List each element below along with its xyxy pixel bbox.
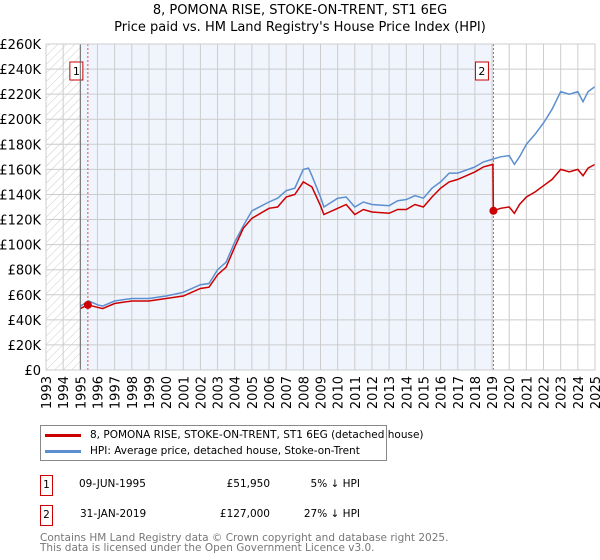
x-tick-label: 2004: [229, 376, 244, 409]
transaction-hpi-diff: 5% ↓ HPI: [310, 478, 360, 490]
attribution-line-1: Contains HM Land Registry data © Crown c…: [40, 532, 449, 544]
sale-point: [489, 206, 498, 215]
transaction-hpi-diff: 27% ↓ HPI: [303, 508, 360, 520]
x-tick-label: 1997: [109, 376, 124, 409]
x-tick-label: 1996: [91, 376, 106, 409]
attribution: Contains HM Land Registry data © Crown c…: [40, 532, 449, 554]
x-tick-label: 2011: [349, 376, 364, 409]
sale-label-box: [474, 61, 489, 81]
legend-swatch-property: [45, 433, 81, 437]
x-tick-label: 1995: [74, 376, 89, 409]
x-tick-label: 2005: [246, 376, 261, 409]
x-tick-label: 2007: [280, 376, 295, 409]
x-tick-label: 2014: [400, 376, 415, 409]
x-tick-label: 2025: [589, 376, 600, 409]
legend-item-property: 8, POMONA RISE, STOKE-ON-TRENT, ST1 6EG …: [41, 429, 424, 441]
transaction-badge: 2: [40, 505, 53, 526]
x-tick-label: 2018: [469, 376, 484, 409]
x-tick-label: 2008: [297, 376, 312, 409]
y-tick-label: £40K: [8, 314, 42, 329]
attribution-line-2: This data is licensed under the Open Gov…: [40, 542, 375, 554]
y-tick-label: £120K: [0, 214, 41, 229]
chart-legend: 8, POMONA RISE, STOKE-ON-TRENT, ST1 6EG …: [40, 425, 424, 461]
legend-label-property: 8, POMONA RISE, STOKE-ON-TRENT, ST1 6EG …: [90, 429, 424, 441]
x-tick-label: 2021: [520, 376, 535, 409]
sale-label-box: [69, 61, 84, 81]
sale-label: 1: [73, 65, 80, 78]
x-tick-label: 1993: [40, 376, 55, 409]
y-tick-label: £80K: [8, 264, 42, 279]
x-tick-label: 2001: [177, 376, 192, 409]
y-tick-label: £200K: [0, 113, 41, 128]
legend-label-hpi: HPI: Average price, detached house, Stok…: [90, 445, 360, 457]
transaction-price: £51,950: [226, 478, 270, 490]
x-tick-label: 2000: [160, 376, 175, 409]
transaction-row: 1 09-JUN-1995 £51,950 5% ↓ HPI: [40, 475, 360, 496]
sale-point: [83, 300, 92, 309]
transaction-row: 2 31-JAN-2019 £127,000 27% ↓ HPI: [40, 505, 360, 526]
y-tick-label: £180K: [0, 138, 41, 153]
plot-frame: [45, 43, 596, 371]
y-tick-label: £100K: [0, 239, 41, 254]
legend-swatch-hpi: [45, 449, 81, 453]
x-tick-label: 2022: [538, 376, 553, 409]
chart-subtitle: Price paid vs. HM Land Registry's House …: [114, 20, 486, 35]
y-tick-label: £160K: [0, 163, 41, 178]
y-tick-label: £220K: [0, 88, 41, 103]
property-price-line: [79, 163, 596, 310]
x-tick-label: 2002: [194, 376, 209, 409]
y-tick-label: £140K: [0, 188, 41, 203]
price-chart: 8, POMONA RISE, STOKE-ON-TRENT, ST1 6EG …: [0, 3, 600, 409]
x-tick-label: 2016: [435, 376, 450, 409]
x-tick-label: 2019: [486, 376, 501, 409]
x-tick-label: 2006: [263, 376, 278, 409]
chart-title: 8, POMONA RISE, STOKE-ON-TRENT, ST1 6EG: [153, 3, 447, 18]
x-tick-label: 2023: [555, 376, 570, 409]
x-tick-label: 2009: [315, 376, 330, 409]
x-tick-label: 2003: [212, 376, 227, 409]
x-tick-label: 2013: [383, 376, 398, 409]
ownership-shade: [80, 44, 494, 370]
y-tick-label: £260K: [0, 38, 41, 53]
y-tick-label: £240K: [0, 63, 41, 78]
legend-item-hpi: HPI: Average price, detached house, Stok…: [41, 445, 360, 457]
x-tick-label: 2020: [503, 376, 518, 409]
x-tick-label: 2012: [366, 376, 381, 409]
x-tick-label: 1998: [126, 376, 141, 409]
x-tick-label: 2024: [572, 376, 587, 409]
transaction-date: 31-JAN-2019: [80, 508, 147, 520]
x-tick-label: 2010: [332, 376, 347, 409]
x-tick-label: 1994: [57, 376, 72, 409]
y-tick-label: £0: [24, 364, 41, 379]
transaction-price: £127,000: [219, 508, 270, 520]
y-tick-label: £20K: [8, 339, 42, 354]
y-tick-label: £60K: [8, 289, 42, 304]
sale-label: 2: [478, 65, 485, 78]
transaction-date: 09-JUN-1995: [79, 478, 146, 490]
transaction-badge: 1: [40, 475, 53, 496]
hpi-line: [79, 85, 596, 307]
x-tick-label: 2015: [417, 376, 432, 409]
x-tick-label: 2017: [452, 376, 467, 409]
x-tick-label: 1999: [143, 376, 158, 409]
